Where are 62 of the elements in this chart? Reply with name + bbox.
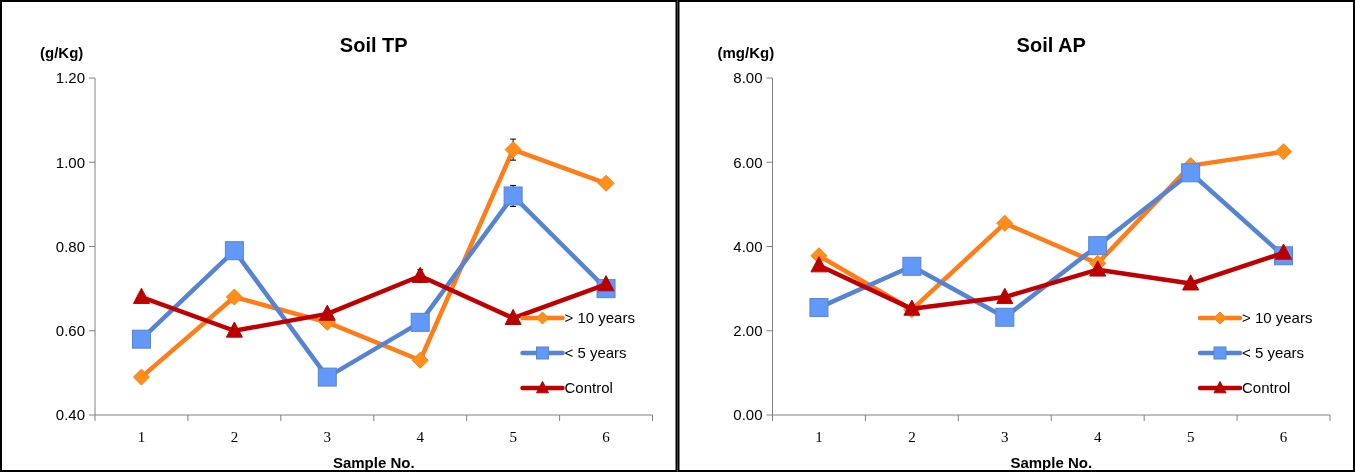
x-tick-label: 2: [908, 429, 916, 445]
y-tick-label: 0.00: [733, 406, 763, 424]
point: [902, 256, 922, 276]
legend-label: Control: [1242, 379, 1291, 397]
legend-label: Control: [564, 379, 613, 397]
point: [131, 329, 151, 349]
point: [318, 304, 336, 321]
x-tick-label: 4: [416, 429, 425, 445]
y-tick-label: 8.00: [733, 69, 763, 87]
point: [225, 288, 243, 306]
point: [1088, 236, 1108, 256]
point: [1275, 243, 1293, 260]
legend-label: < 5 years: [1242, 344, 1305, 362]
x-tick-label: 1: [137, 429, 146, 445]
x-tick-label: 5: [1186, 429, 1195, 445]
point: [411, 266, 429, 283]
x-tick-label: 4: [1093, 429, 1102, 445]
point: [809, 298, 829, 318]
y-tick-label: 6.00: [733, 153, 763, 171]
y-tick-label: 1.00: [55, 153, 85, 171]
point: [410, 312, 430, 332]
point: [996, 287, 1014, 304]
x-tick-label: 3: [1001, 429, 1009, 445]
point: [996, 214, 1014, 232]
point: [597, 275, 615, 292]
y-tick-label: 1.20: [55, 69, 85, 87]
legend-label: > 10 years: [564, 309, 635, 327]
legend-label: < 5 years: [564, 344, 627, 362]
legend-label: > 10 years: [1242, 309, 1313, 327]
point: [504, 141, 522, 159]
y-tick-label: 2.00: [733, 322, 763, 339]
y-tick-label: 0.60: [55, 322, 85, 339]
point: [132, 368, 150, 386]
point: [995, 307, 1015, 327]
x-tick-label: 5: [509, 429, 517, 445]
x-tick-label: 6: [1279, 429, 1288, 445]
y-tick-label: 0.80: [55, 237, 85, 255]
y-tick-label: 4.00: [733, 237, 763, 255]
x-tick-label: 2: [230, 429, 239, 445]
point: [1089, 260, 1107, 277]
point: [1181, 163, 1201, 183]
point: [810, 256, 828, 273]
point: [224, 241, 244, 261]
point: [411, 351, 429, 369]
x-tick-label: 6: [602, 429, 611, 445]
x-tick-label: 1: [815, 429, 823, 445]
x-axis-title: Sample No.: [332, 454, 415, 471]
x-tick-label: 3: [323, 429, 332, 445]
y-axis-title: (g/Kg): [40, 44, 84, 61]
point: [504, 308, 522, 326]
point: [317, 367, 337, 387]
point: [1275, 143, 1293, 161]
chart-title: Soil TP: [339, 34, 408, 56]
point: [597, 174, 615, 192]
chart-title: Soil AP: [1016, 34, 1086, 56]
y-tick-label: 0.40: [55, 406, 85, 424]
point: [503, 186, 523, 206]
y-axis-title: (mg/Kg): [717, 44, 775, 61]
point: [225, 321, 243, 338]
point: [1182, 274, 1200, 291]
x-axis-title: Sample No.: [1010, 454, 1093, 471]
point: [132, 287, 150, 304]
